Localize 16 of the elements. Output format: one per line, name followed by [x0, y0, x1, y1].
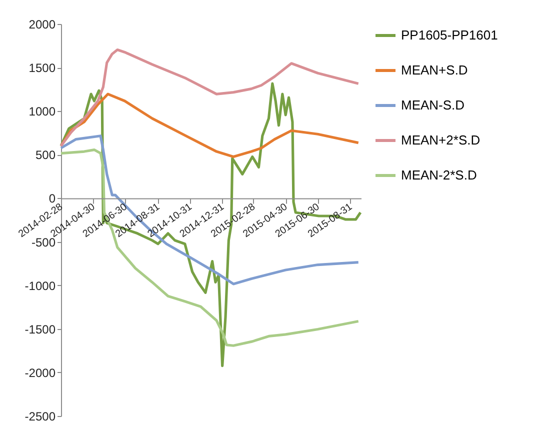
line-series — [60, 48, 360, 148]
y-tick-label: 500 — [35, 148, 56, 162]
y-tick-label: 1000 — [28, 104, 56, 119]
y-tick-label: -2000 — [24, 366, 56, 380]
legend-label: MEAN+S.D — [401, 62, 468, 78]
y-tick-label: -1000 — [24, 278, 56, 293]
y-tick-label: -1500 — [24, 322, 56, 336]
line-series — [60, 92, 360, 158]
y-tick-label: 0 — [48, 192, 56, 206]
y-tick-label: 1500 — [28, 61, 56, 76]
y-tick-label: -2500 — [24, 410, 56, 424]
legend-label: MEAN-S.D — [401, 98, 465, 112]
legend-label: PP1605-PP1601 — [401, 28, 498, 42]
legend-label: MEAN+2*S.D — [401, 132, 480, 148]
y-tick-label: 2000 — [28, 18, 56, 32]
legend-label: MEAN-2*S.D — [401, 168, 477, 182]
